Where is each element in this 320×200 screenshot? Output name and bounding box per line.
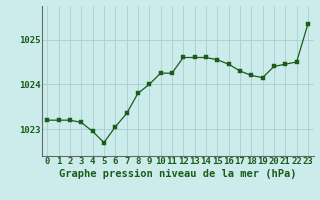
X-axis label: Graphe pression niveau de la mer (hPa): Graphe pression niveau de la mer (hPa): [59, 169, 296, 179]
